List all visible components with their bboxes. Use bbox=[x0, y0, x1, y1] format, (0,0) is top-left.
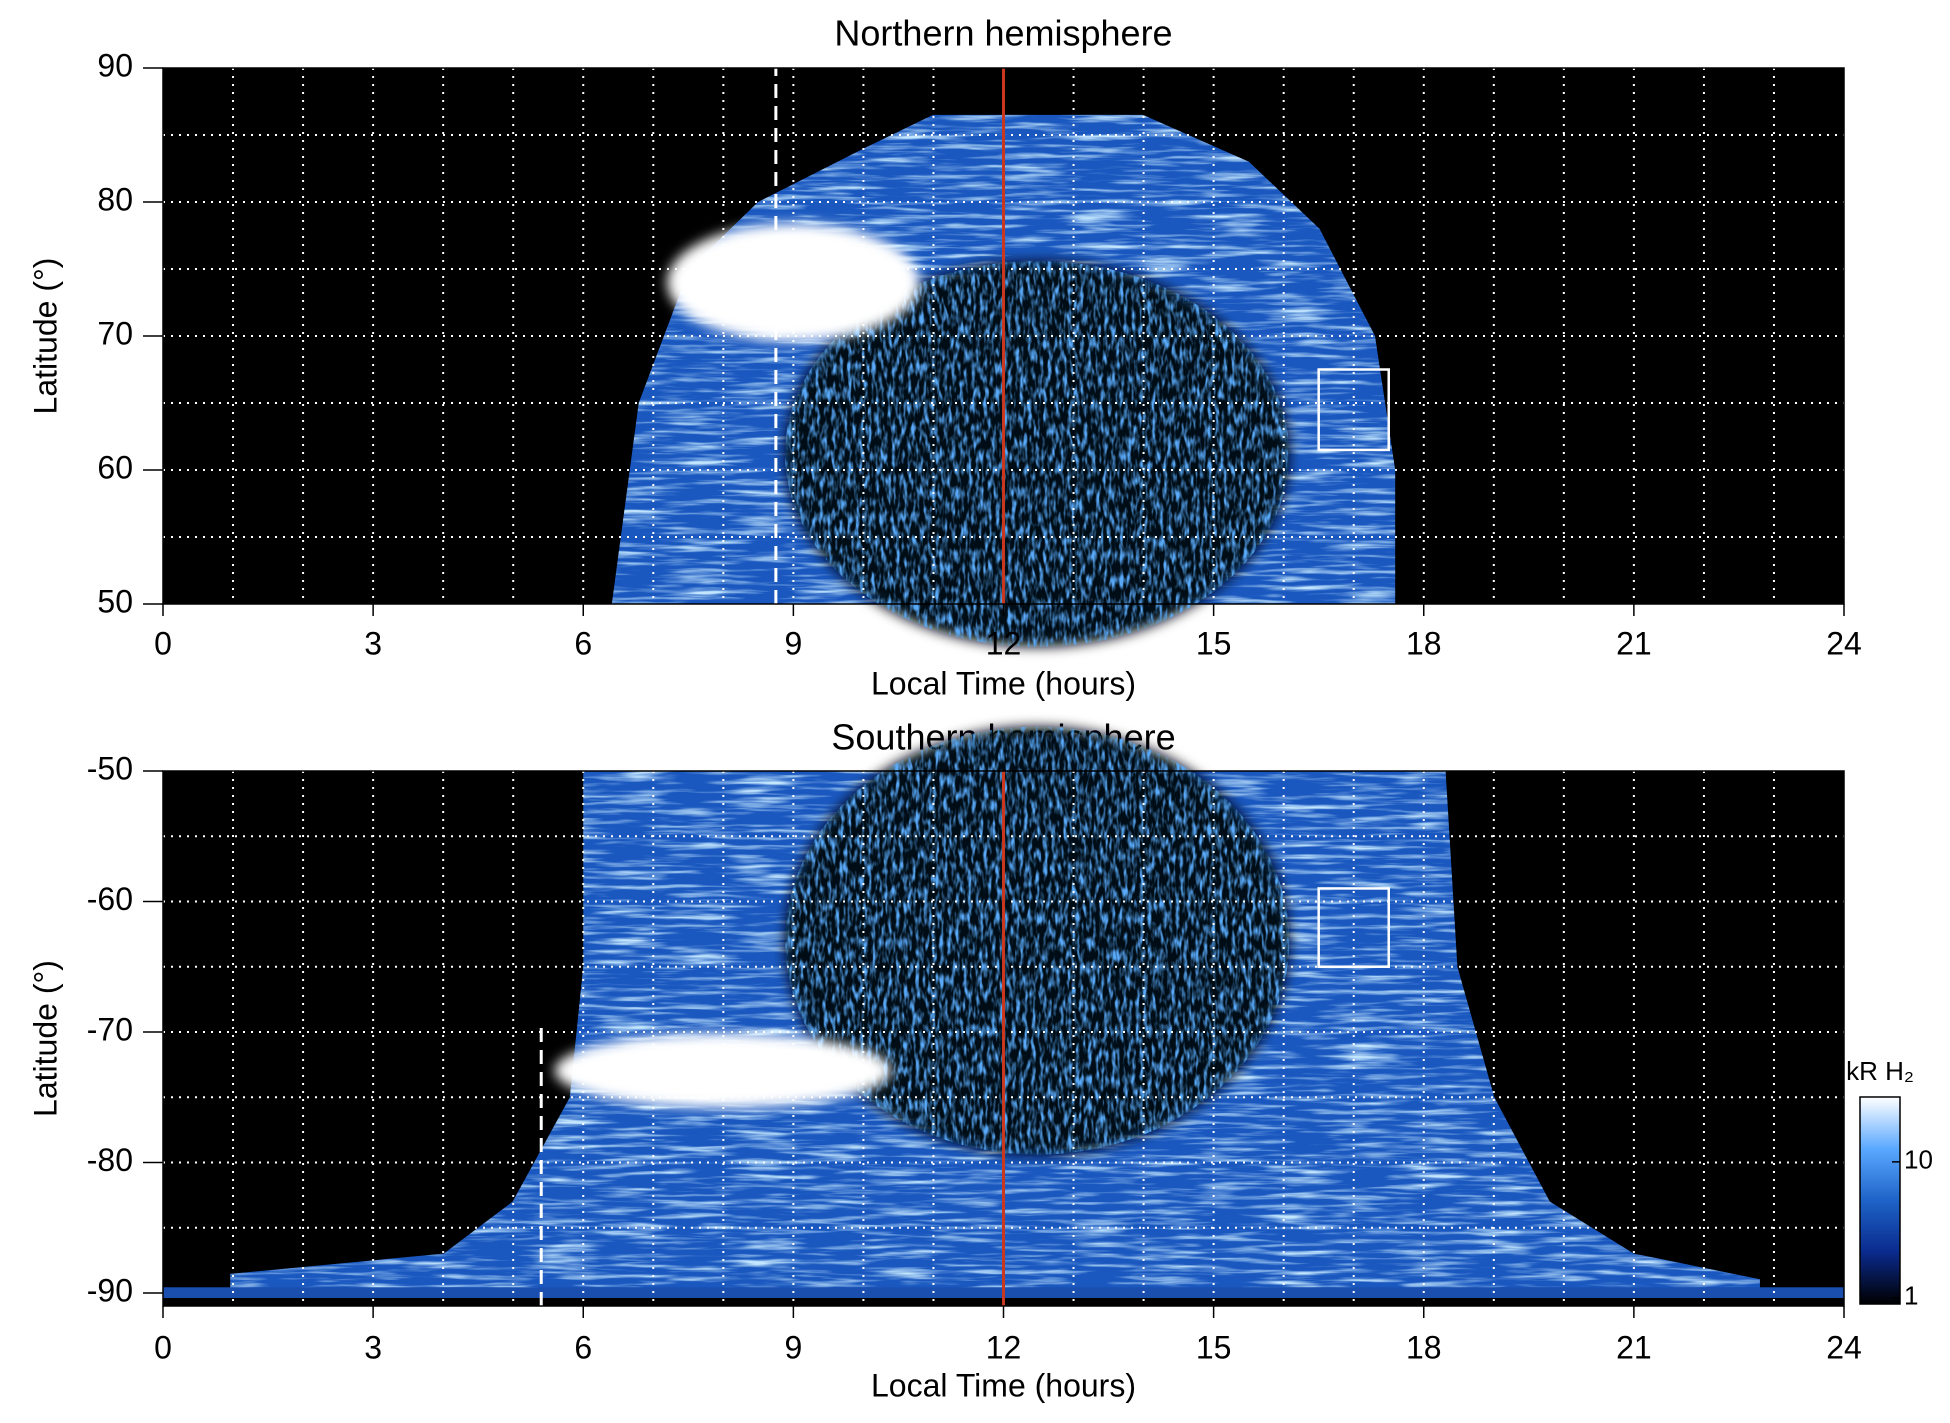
x-tick-label: 9 bbox=[784, 625, 802, 661]
dark-speckle bbox=[784, 260, 1290, 647]
x-tick-label: 12 bbox=[986, 1329, 1022, 1365]
x-tick-label: 21 bbox=[1616, 625, 1652, 661]
region-box bbox=[1317, 368, 1390, 452]
chart-title: Northern hemisphere bbox=[834, 13, 1172, 54]
x-tick-label: 24 bbox=[1826, 1329, 1862, 1365]
y-tick-label: 70 bbox=[97, 315, 133, 351]
y-axis-label: Latitude (°) bbox=[27, 258, 63, 415]
x-axis-label: Local Time (hours) bbox=[871, 665, 1136, 701]
y-tick-label: -90 bbox=[87, 1272, 133, 1308]
y-tick-label: -50 bbox=[87, 750, 133, 786]
x-tick-label: 6 bbox=[574, 1329, 592, 1365]
colorbar-label: kR H₂ bbox=[1846, 1056, 1914, 1086]
x-tick-label: 9 bbox=[784, 1329, 802, 1365]
bright-region bbox=[667, 223, 920, 342]
dark-speckle bbox=[784, 726, 1290, 1155]
colorbar bbox=[1859, 1096, 1901, 1305]
x-tick-label: 3 bbox=[364, 1329, 382, 1365]
y-tick-label: -80 bbox=[87, 1142, 133, 1178]
x-tick-label: 12 bbox=[986, 625, 1022, 661]
x-tick-label: 21 bbox=[1616, 1329, 1652, 1365]
y-axis-label: Latitude (°) bbox=[27, 960, 63, 1117]
x-tick-label: 15 bbox=[1196, 625, 1232, 661]
x-tick-label: 0 bbox=[154, 625, 172, 661]
x-tick-label: 6 bbox=[574, 625, 592, 661]
y-tick-label: 60 bbox=[97, 449, 133, 485]
region-box bbox=[1317, 887, 1390, 968]
x-tick-label: 18 bbox=[1406, 625, 1442, 661]
x-tick-label: 18 bbox=[1406, 1329, 1442, 1365]
x-tick-label: 15 bbox=[1196, 1329, 1232, 1365]
y-tick-label: -70 bbox=[87, 1011, 133, 1047]
y-tick-label: 50 bbox=[97, 583, 133, 619]
x-tick-label: 24 bbox=[1826, 625, 1862, 661]
y-tick-label: -60 bbox=[87, 881, 133, 917]
colorbar-tick-label: 10 bbox=[1904, 1145, 1933, 1175]
y-tick-label: 80 bbox=[97, 181, 133, 217]
y-tick-label: 90 bbox=[97, 47, 133, 83]
x-axis-label: Local Time (hours) bbox=[871, 1367, 1136, 1403]
colorbar-tick-label: 1 bbox=[1904, 1281, 1918, 1311]
x-tick-label: 0 bbox=[154, 1329, 172, 1365]
bright-region bbox=[554, 1033, 891, 1109]
x-tick-label: 3 bbox=[364, 625, 382, 661]
